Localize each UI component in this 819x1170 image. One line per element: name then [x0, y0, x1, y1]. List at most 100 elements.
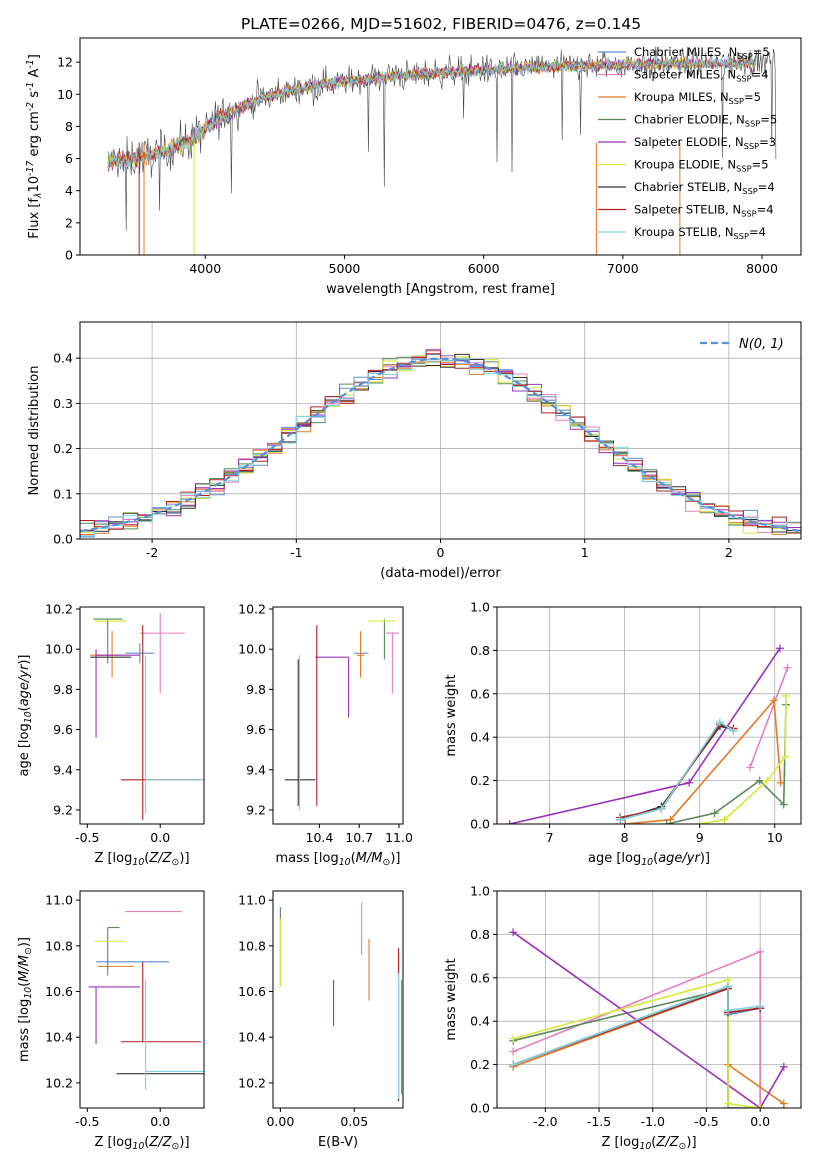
x-tick-label: -2.0 — [533, 1114, 557, 1129]
y-axis-label: age [log10(age/yr)] — [17, 654, 34, 776]
x-tick-label: 9 — [696, 830, 704, 845]
weight-line-salpeter-elodie — [509, 647, 781, 824]
x-tick-label: 0.00 — [266, 1114, 294, 1129]
y-tick-label: 0.0 — [53, 532, 73, 547]
x-tick-label: 2 — [725, 545, 733, 560]
x-axis-label: (data-model)/error — [380, 566, 501, 581]
axes-frame — [79, 890, 205, 1109]
weight-line-kroupa-elodie — [699, 695, 787, 824]
y-tick-label: 0.2 — [53, 441, 73, 456]
weight-line-chabrier-elodie — [512, 987, 761, 1108]
y-tick-label: 0.8 — [470, 927, 490, 942]
x-tick-label: 7 — [546, 830, 554, 845]
weight-line-kroupa-miles — [625, 698, 782, 824]
histogram-chabrier-stelib — [80, 353, 801, 533]
y-tick-label: 6 — [65, 151, 73, 166]
y-tick-label: 10.8 — [238, 938, 266, 953]
y-tick-label: 10.6 — [238, 984, 266, 999]
y-tick-label: 0.4 — [470, 1014, 490, 1029]
age_vs_mass-panel: 10.4 10.7 11.0 9.2 9.4 9.6 9.8 10.0 10.2 mass [lo… — [238, 602, 413, 868]
age_vs_Z-panel: -0.5 0.0 9.2 9.4 9.6 9.8 10.0 10.2 Z [log10(Z/Z⊙… — [17, 602, 205, 868]
x-tick-label: 0.0 — [750, 1114, 770, 1129]
weight-marker — [723, 1099, 732, 1108]
legend-entry: Kroupa ELODIE, NSSP=5 — [634, 158, 769, 174]
weight_vs_age-panel: 7 8 9 10 0.0 0.2 0.4 0.6 0.8 1.0 age [log10(age/yr… — [444, 600, 802, 868]
weight-marker — [729, 726, 738, 735]
plot-area — [509, 928, 788, 1108]
weight-marker — [779, 1104, 788, 1108]
axes-frame — [496, 606, 802, 825]
y-tick-label: 10.0 — [45, 642, 73, 657]
y-tick-label: 10.2 — [238, 602, 266, 617]
y-tick-label: 10.4 — [45, 1030, 73, 1045]
y-tick-label: 9.4 — [53, 762, 73, 777]
weight-line-kroupa-stelib — [619, 720, 734, 821]
legend-entry: Chabrier ELODIE, NSSP=5 — [634, 113, 777, 129]
x-tick-label: 0 — [437, 545, 445, 560]
plot-area — [505, 644, 792, 824]
mass_vs_Z-panel: -0.5 0.0 10.2 10.4 10.6 10.8 11.0 Z [log10(Z/Z⊙… — [17, 890, 205, 1152]
weight-line-salpeter-elodie — [512, 931, 785, 1108]
y-tick-label: 10.0 — [238, 642, 266, 657]
y-tick-label: 9.6 — [53, 722, 73, 737]
legend-entry: Chabrier STELIB, NSSP=4 — [634, 180, 775, 196]
weight-marker — [769, 696, 778, 705]
weight-marker — [720, 815, 729, 824]
weight-line-salpeter-miles — [512, 950, 761, 1108]
weight-marker — [723, 1006, 732, 1015]
y-tick-label: 10.2 — [238, 1075, 266, 1090]
plot-area — [284, 619, 400, 810]
x-tick-label: -2 — [146, 545, 158, 560]
x-tick-label: 10.7 — [345, 830, 373, 845]
weight-marker — [779, 1062, 788, 1071]
y-tick-label: 2 — [65, 215, 73, 230]
weight-marker — [756, 947, 765, 956]
x-tick-label: -1 — [290, 545, 302, 560]
axes-frame — [496, 890, 802, 1109]
y-tick-label: 9.2 — [53, 802, 73, 817]
y-tick-label: 12 — [57, 55, 73, 70]
x-tick-label: 4000 — [189, 261, 221, 276]
y-tick-label: 0.4 — [470, 730, 490, 745]
y-tick-label: 10.2 — [45, 602, 73, 617]
axes-frame — [79, 606, 205, 825]
weight-marker — [783, 663, 792, 672]
x-tick-label: -0.5 — [75, 1114, 99, 1129]
y-tick-label: 0.4 — [53, 351, 73, 366]
x-axis-label: Z [log10(Z/Z⊙)] — [601, 1135, 696, 1152]
x-tick-label: 8 — [621, 830, 629, 845]
weight-marker — [616, 815, 625, 824]
x-tick-label: -0.5 — [75, 830, 99, 845]
figure-title: PLATE=0266, MJD=51602, FIBERID=0476, z=0… — [241, 15, 641, 33]
legend-entry: Salpeter STELIB, NSSP=4 — [634, 203, 774, 219]
y-tick-label: 10.6 — [45, 984, 73, 999]
weight-marker — [710, 809, 719, 818]
y-tick-label: 0.1 — [53, 486, 73, 501]
x-tick-label: 1 — [581, 545, 589, 560]
y-tick-label: 9.4 — [246, 762, 266, 777]
y-tick-label: 0.2 — [470, 773, 490, 788]
x-tick-label: -0.5 — [694, 1114, 718, 1129]
y-tick-label: 1.0 — [470, 884, 490, 899]
y-axis-label: mass [log10(M/M⊙)] — [17, 937, 34, 1062]
weight-marker — [781, 752, 790, 761]
spectrum-panel: 4000 5000 6000 7000 8000 0 2 4 6 8 10 12 wavelength … — [25, 37, 802, 297]
spectrum-line-salpeter-stelib — [107, 57, 756, 172]
x-tick-label: 7000 — [607, 261, 639, 276]
residuals-panel: -2 -1 0 1 2 0.0 0.1 0.2 0.3 0.4 (data-model)/error… — [27, 321, 802, 581]
y-tick-label: 0 — [65, 248, 73, 263]
y-tick-label: 10.2 — [45, 1075, 73, 1090]
x-tick-label: 8000 — [746, 261, 778, 276]
y-tick-label: 0.2 — [470, 1057, 490, 1072]
weight-line-salpeter-miles — [749, 667, 789, 768]
plot-area — [88, 911, 204, 1090]
y-axis-label: mass weight — [444, 674, 459, 756]
weight-marker — [509, 1060, 518, 1069]
x-tick-label: 10 — [767, 830, 783, 845]
histogram-kroupa-stelib — [80, 358, 801, 537]
weight-line-salpeter-stelib — [619, 723, 734, 819]
weight-marker — [685, 778, 694, 787]
y-tick-label: 0.0 — [470, 1101, 490, 1116]
x-axis-label: E(B-V) — [318, 1135, 358, 1150]
